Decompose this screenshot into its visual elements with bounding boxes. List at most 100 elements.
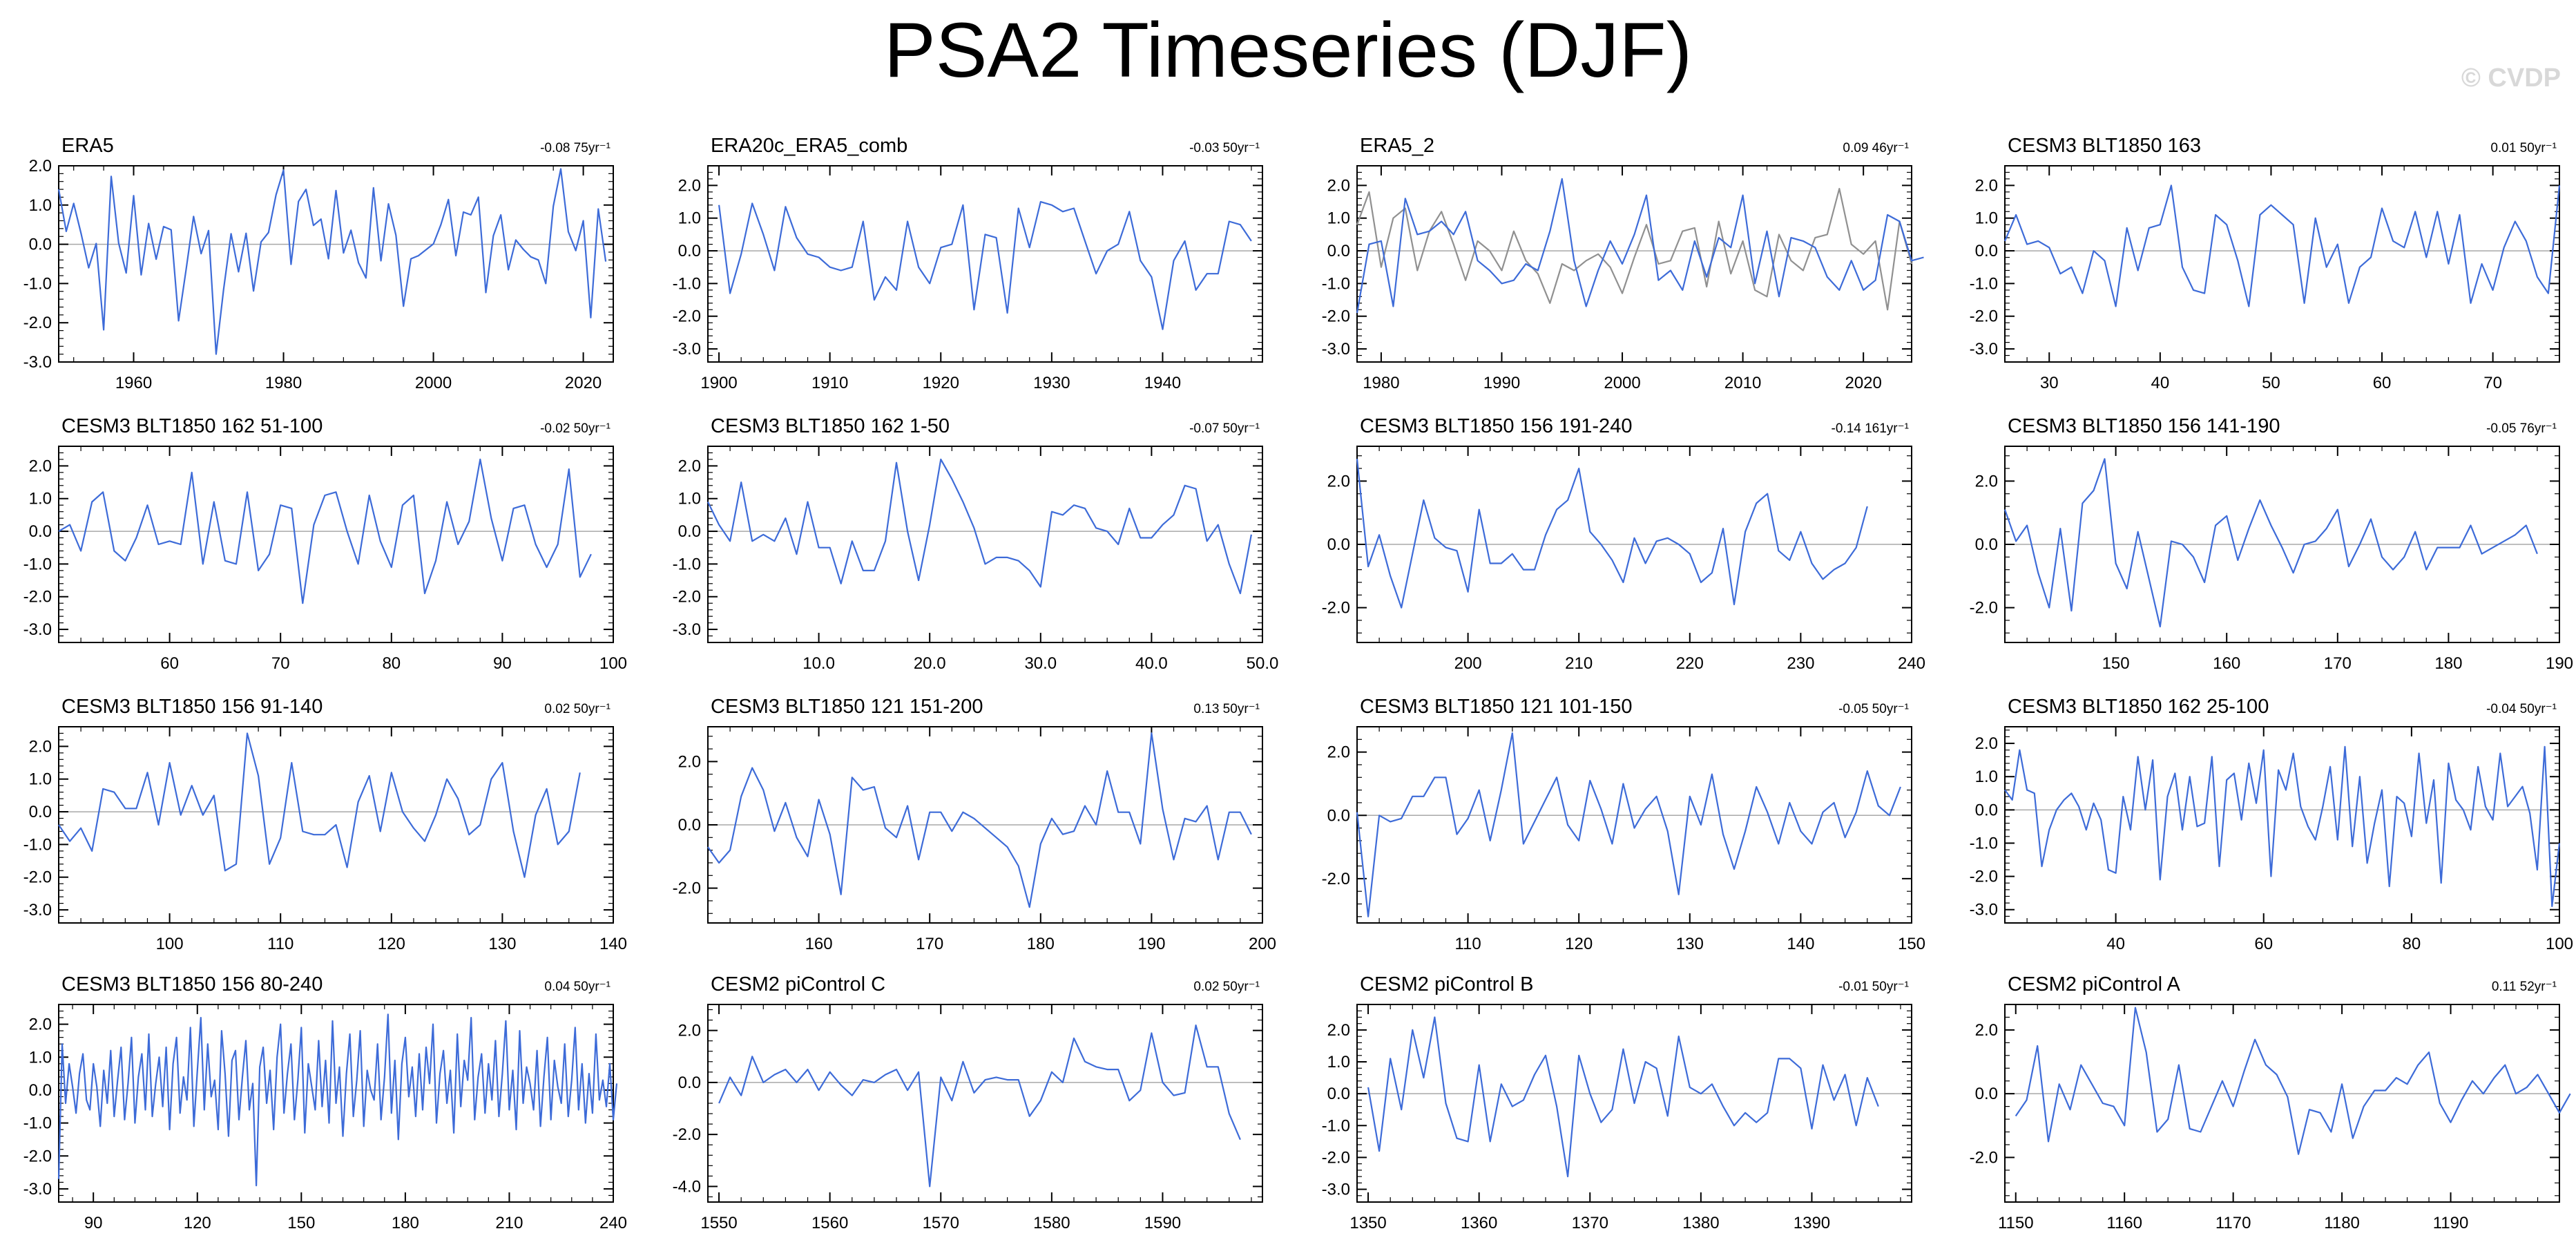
x-tick-label: 1570	[923, 1214, 959, 1232]
panel-title: CESM3 BLT1850 163	[2008, 135, 2201, 157]
x-tick-label: 50	[2262, 374, 2280, 392]
chart-panel: 2.0 1.0 0.0 -1.0 -2.0 -3.0 40 60 80 100 CESM3 BLT1…	[1970, 696, 2573, 953]
x-tick-label: 1920	[923, 374, 959, 392]
x-tick-label: 2000	[415, 374, 452, 392]
y-tick-label: -3.0	[23, 353, 52, 372]
x-tick-label: 190	[1137, 935, 1165, 953]
y-tick-label: 0.0	[678, 242, 701, 260]
y-tick-label: 1.0	[29, 1048, 52, 1067]
y-tick-label: -2.0	[23, 868, 52, 887]
x-tick-label: 1380	[1682, 1214, 1719, 1232]
y-tick-label: 0.0	[1975, 535, 1998, 554]
series-line	[57, 168, 607, 355]
y-tick-label: -2.0	[673, 588, 701, 607]
x-tick-label: 230	[1787, 654, 1814, 673]
panel-title: CESM3 BLT1850 156 191-240	[1360, 415, 1632, 437]
series-line	[1356, 732, 1901, 917]
chart-panel: 2.0 1.0 0.0 -1.0 -2.0 -3.0 1980 1990 2000 2010 202…	[1322, 135, 1924, 392]
x-tick-label: 160	[2213, 654, 2240, 673]
panel-title: CESM3 BLT1850 162 51-100	[61, 415, 323, 437]
x-tick-label: 1990	[1483, 374, 1520, 392]
x-tick-label: 30.0	[1024, 654, 1057, 673]
y-tick-label: 2.0	[1327, 472, 1350, 490]
y-tick-label: 0.0	[1327, 242, 1350, 260]
trend-label: 0.11 52yr⁻¹	[2492, 980, 2557, 994]
y-tick-label: 0.0	[678, 522, 701, 541]
x-tick-label: 90	[84, 1214, 103, 1232]
y-tick-label: -1.0	[23, 1114, 52, 1133]
x-tick-label: 40.0	[1135, 654, 1168, 673]
series-line	[58, 458, 592, 604]
y-tick-label: -1.0	[1970, 274, 1998, 293]
series-line	[718, 201, 1252, 330]
y-tick-label: 0.0	[1327, 1085, 1350, 1103]
series-line	[718, 1024, 1241, 1188]
y-tick-label: 1.0	[1975, 768, 1998, 786]
chart-panel: 2.0 0.0 -2.0 160 170 180 190 200 CESM3 BLT1850 1…	[673, 696, 1276, 953]
x-tick-label: 40	[2106, 935, 2125, 953]
x-tick-label: 1150	[1998, 1214, 2034, 1232]
y-tick-label: -3.0	[1322, 1181, 1350, 1199]
trend-label: -0.14 161yr⁻¹	[1832, 421, 1909, 436]
y-tick-label: -2.0	[23, 314, 52, 332]
plot-frame	[707, 165, 1263, 363]
y-tick-label: 0.0	[1327, 806, 1350, 825]
panel-title: CESM3 BLT1850 162 1-50	[711, 415, 950, 437]
plot-frame	[58, 165, 614, 363]
y-tick-label: 0.0	[29, 803, 52, 821]
y-tick-label: -2.0	[673, 1125, 701, 1144]
trend-label: -0.08 75yr⁻¹	[540, 141, 611, 155]
y-tick-label: 0.0	[29, 236, 52, 254]
series-line	[58, 732, 581, 878]
y-tick-label: 0.0	[678, 816, 701, 835]
cvdp-watermark: © CVDP	[2461, 64, 2561, 93]
x-tick-label: 170	[916, 935, 943, 953]
y-tick-label: -4.0	[673, 1177, 701, 1196]
y-tick-label: -2.0	[1322, 1148, 1350, 1167]
x-tick-label: 1900	[700, 374, 737, 392]
y-tick-label: -1.0	[23, 274, 52, 293]
panel-title: CESM3 BLT1850 156 141-190	[2008, 415, 2280, 437]
series-line	[707, 458, 1252, 595]
x-tick-label: 120	[378, 935, 405, 953]
y-tick-label: -3.0	[23, 620, 52, 639]
chart-panel: 2.0 1.0 0.0 -1.0 -2.0 -3.0 1350 1360 1370 1380 139…	[1322, 973, 1912, 1232]
x-tick-label: 120	[184, 1214, 211, 1232]
panel-title: ERA5_2	[1360, 135, 1434, 157]
y-tick-label: -2.0	[23, 588, 52, 607]
plot-frame	[2004, 165, 2560, 363]
x-tick-label: 200	[1249, 935, 1276, 953]
plot-frame	[2004, 1004, 2560, 1203]
plot-frame	[1356, 726, 1912, 924]
y-tick-label: 1.0	[1327, 1053, 1350, 1071]
y-tick-label: 2.0	[1327, 743, 1350, 762]
chart-panel: 2.0 1.0 0.0 -1.0 -2.0 -3.0 60 70 80 90 100 CESM3 BL…	[23, 415, 627, 673]
series-line	[1356, 178, 1924, 314]
x-tick-label: 50.0	[1247, 654, 1279, 673]
x-tick-label: 1180	[2324, 1214, 2360, 1232]
trend-label: -0.07 50yr⁻¹	[1189, 421, 1260, 436]
trend-label: -0.04 50yr⁻¹	[2486, 702, 2557, 716]
x-tick-label: 1980	[1363, 374, 1399, 392]
x-tick-label: 80	[2403, 935, 2421, 953]
x-tick-label: 90	[493, 654, 512, 673]
x-tick-label: 180	[1027, 935, 1055, 953]
trend-label: 0.13 50yr⁻¹	[1193, 702, 1260, 716]
trend-label: 0.04 50yr⁻¹	[544, 980, 611, 994]
x-tick-label: 1960	[115, 374, 152, 392]
series-line	[2003, 184, 2561, 307]
x-tick-label: 40	[2151, 374, 2169, 392]
chart-panel: 2.0 1.0 0.0 -1.0 -2.0 -3.0 10.0 20.0 30.0 40.0 50.…	[673, 415, 1279, 673]
x-tick-label: 240	[1898, 654, 1925, 673]
x-tick-label: 150	[287, 1214, 315, 1232]
y-tick-label: -3.0	[1970, 340, 1998, 359]
x-tick-label: 110	[1454, 935, 1481, 953]
x-tick-label: 1360	[1461, 1214, 1497, 1232]
y-tick-label: -2.0	[1970, 868, 1998, 886]
y-tick-label: 1.0	[29, 770, 52, 789]
chart-panel: 2.0 1.0 0.0 -1.0 -2.0 -3.0 30 40 50 60 70 CESM3 BLT…	[1970, 135, 2561, 392]
y-tick-label: 2.0	[1327, 1021, 1350, 1040]
trend-label: 0.02 50yr⁻¹	[1193, 980, 1260, 994]
x-tick-label: 1940	[1144, 374, 1181, 392]
page-title: PSA2 Timeseries (DJF)	[884, 7, 1692, 93]
